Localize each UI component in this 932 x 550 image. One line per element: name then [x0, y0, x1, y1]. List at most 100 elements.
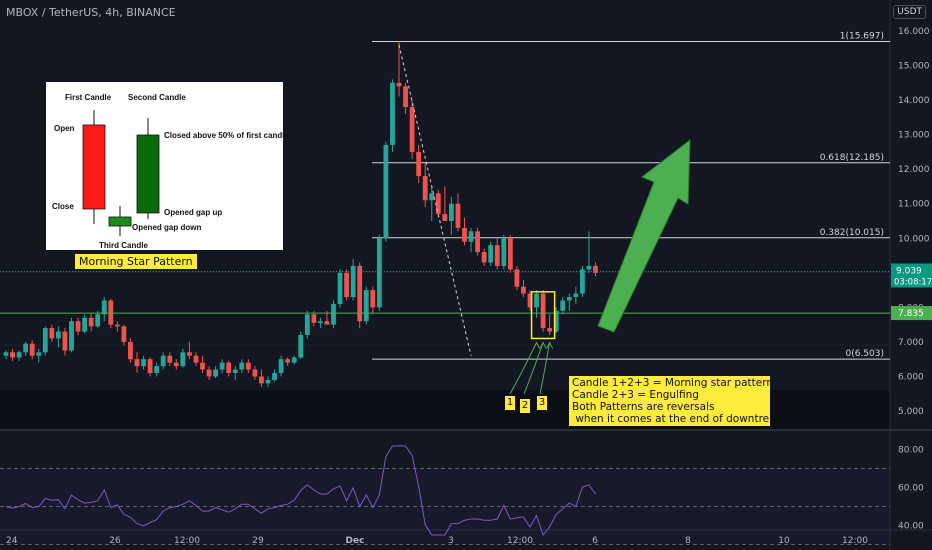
candle-body — [449, 203, 454, 221]
rsi-panel: 80.00 60.00 40.00 — [0, 445, 924, 545]
candle-body — [350, 265, 356, 297]
candle-body — [200, 362, 205, 370]
candle-body — [376, 238, 382, 308]
support-price-value: 7.835 — [898, 309, 924, 319]
opened-gap-down-label: Opened gap down — [132, 223, 202, 232]
opened-gap-up-label: Opened gap up — [164, 208, 223, 217]
currency-badge[interactable]: USDT — [893, 5, 926, 19]
candle-series — [3, 41, 598, 387]
time-tick: 10 — [778, 536, 790, 546]
candle-body — [62, 331, 68, 351]
price-tick: 14.000 — [898, 96, 930, 106]
candle-body — [29, 343, 35, 356]
annotation-line: Both Patterns are reversals — [572, 401, 715, 413]
morning-star-highlight-box[interactable] — [530, 291, 556, 340]
third-candle-body — [108, 216, 132, 227]
price-tick: 6.000 — [898, 372, 924, 382]
downtrend-dashed-line[interactable] — [398, 44, 472, 356]
candle-body — [534, 293, 539, 308]
time-tick: 26 — [109, 536, 121, 546]
candle-body — [566, 297, 572, 301]
time-tick: 8 — [685, 536, 691, 546]
candle-body — [49, 328, 55, 339]
pointer-arrowhead — [539, 341, 547, 349]
candle-body — [331, 303, 336, 325]
annotation-line: Candle 2+3 = Engulfing — [572, 389, 699, 401]
rsi-tick: 80.00 — [898, 446, 924, 456]
price-tick: 15.000 — [898, 62, 930, 72]
current-price-tag — [891, 263, 932, 288]
fibonacci-retracement[interactable]: 1(15.697) 0.618(12.185) 0.382(10.015) 0(6.5… — [372, 31, 890, 360]
bullish-arrow[interactable] — [597, 138, 691, 333]
candle-body — [180, 352, 186, 367]
candle-body — [442, 214, 448, 221]
candle-body — [56, 331, 61, 339]
candle-body — [521, 286, 526, 294]
time-axis[interactable]: 24 26 12:00 29 Dec 3 12:00 6 8 10 12:00 — [6, 536, 868, 546]
candle-body — [160, 355, 166, 367]
price-axis[interactable]: 16.000 15.000 14.000 13.000 12.000 11.000 10.0… — [891, 27, 932, 417]
rsi-tick: 40.00 — [898, 522, 924, 532]
candle-body — [370, 290, 376, 308]
candle-body — [213, 369, 218, 377]
time-tick: 12:00 — [174, 536, 200, 546]
candle-body — [344, 272, 349, 297]
fib-level-label: 0.618(12.185) — [820, 153, 884, 163]
candle-body — [304, 314, 310, 335]
candle-body — [324, 321, 330, 325]
candle-body — [23, 343, 29, 353]
closed-above-label: Closed above 50% of first candle — [164, 131, 289, 140]
candle-body — [36, 352, 42, 356]
candle-body — [69, 321, 74, 351]
candle-body — [75, 321, 81, 332]
candle-body — [101, 300, 107, 315]
candle-body — [494, 245, 500, 266]
candle-body — [278, 359, 284, 373]
candle-body — [193, 355, 199, 363]
candle-body — [409, 107, 415, 152]
candle-body — [259, 376, 264, 384]
candle-body — [16, 352, 22, 358]
candle-body — [226, 362, 232, 373]
candle-number-3: 3 — [537, 396, 547, 410]
time-tick: Dec — [346, 536, 365, 546]
candle-number-2: 2 — [520, 399, 530, 413]
candle-body — [475, 231, 480, 253]
candle-body — [468, 231, 474, 242]
pointer-arrow — [523, 342, 544, 395]
pointer-arrowhead — [546, 341, 554, 349]
time-tick: 12:00 — [507, 536, 533, 546]
candle-body — [363, 290, 369, 322]
candle-body — [298, 335, 304, 358]
morning-star-title: Morning Star Pattern — [75, 254, 197, 269]
candle-body — [488, 245, 494, 263]
candle-body — [108, 300, 114, 325]
first-candle-body — [82, 124, 106, 210]
candle-countdown: 03:08:17 — [894, 277, 932, 287]
candle-body — [435, 193, 441, 215]
candle-body — [82, 317, 87, 332]
first-candle-label: First Candle — [65, 93, 112, 102]
candle-body — [128, 341, 133, 360]
candle-body — [311, 314, 317, 323]
pointer-arrow — [539, 342, 551, 395]
candle-body — [232, 369, 238, 373]
pointer-arrowhead — [533, 341, 540, 349]
symbol-title[interactable]: MBOX / TetherUS, 4h, BINANCE — [6, 6, 176, 19]
candle-body — [95, 314, 101, 327]
candle-body — [173, 362, 179, 367]
candle-body — [357, 265, 363, 322]
price-tick: 10.000 — [898, 234, 930, 244]
candle-number-1: 1 — [505, 396, 515, 410]
candle-body — [141, 359, 146, 367]
candle-body — [10, 352, 15, 358]
price-tick: 5.000 — [898, 407, 924, 417]
candle-body — [147, 359, 153, 373]
time-tick: 12:00 — [842, 536, 868, 546]
candle-body — [206, 369, 212, 377]
candle-body — [291, 357, 297, 363]
candle-body — [416, 151, 422, 177]
pattern-annotation[interactable]: Candle 1+2+3 = Morning star pattern Cand… — [569, 376, 782, 426]
candle-body — [265, 379, 271, 384]
candle-pointer-arrows — [509, 341, 554, 395]
